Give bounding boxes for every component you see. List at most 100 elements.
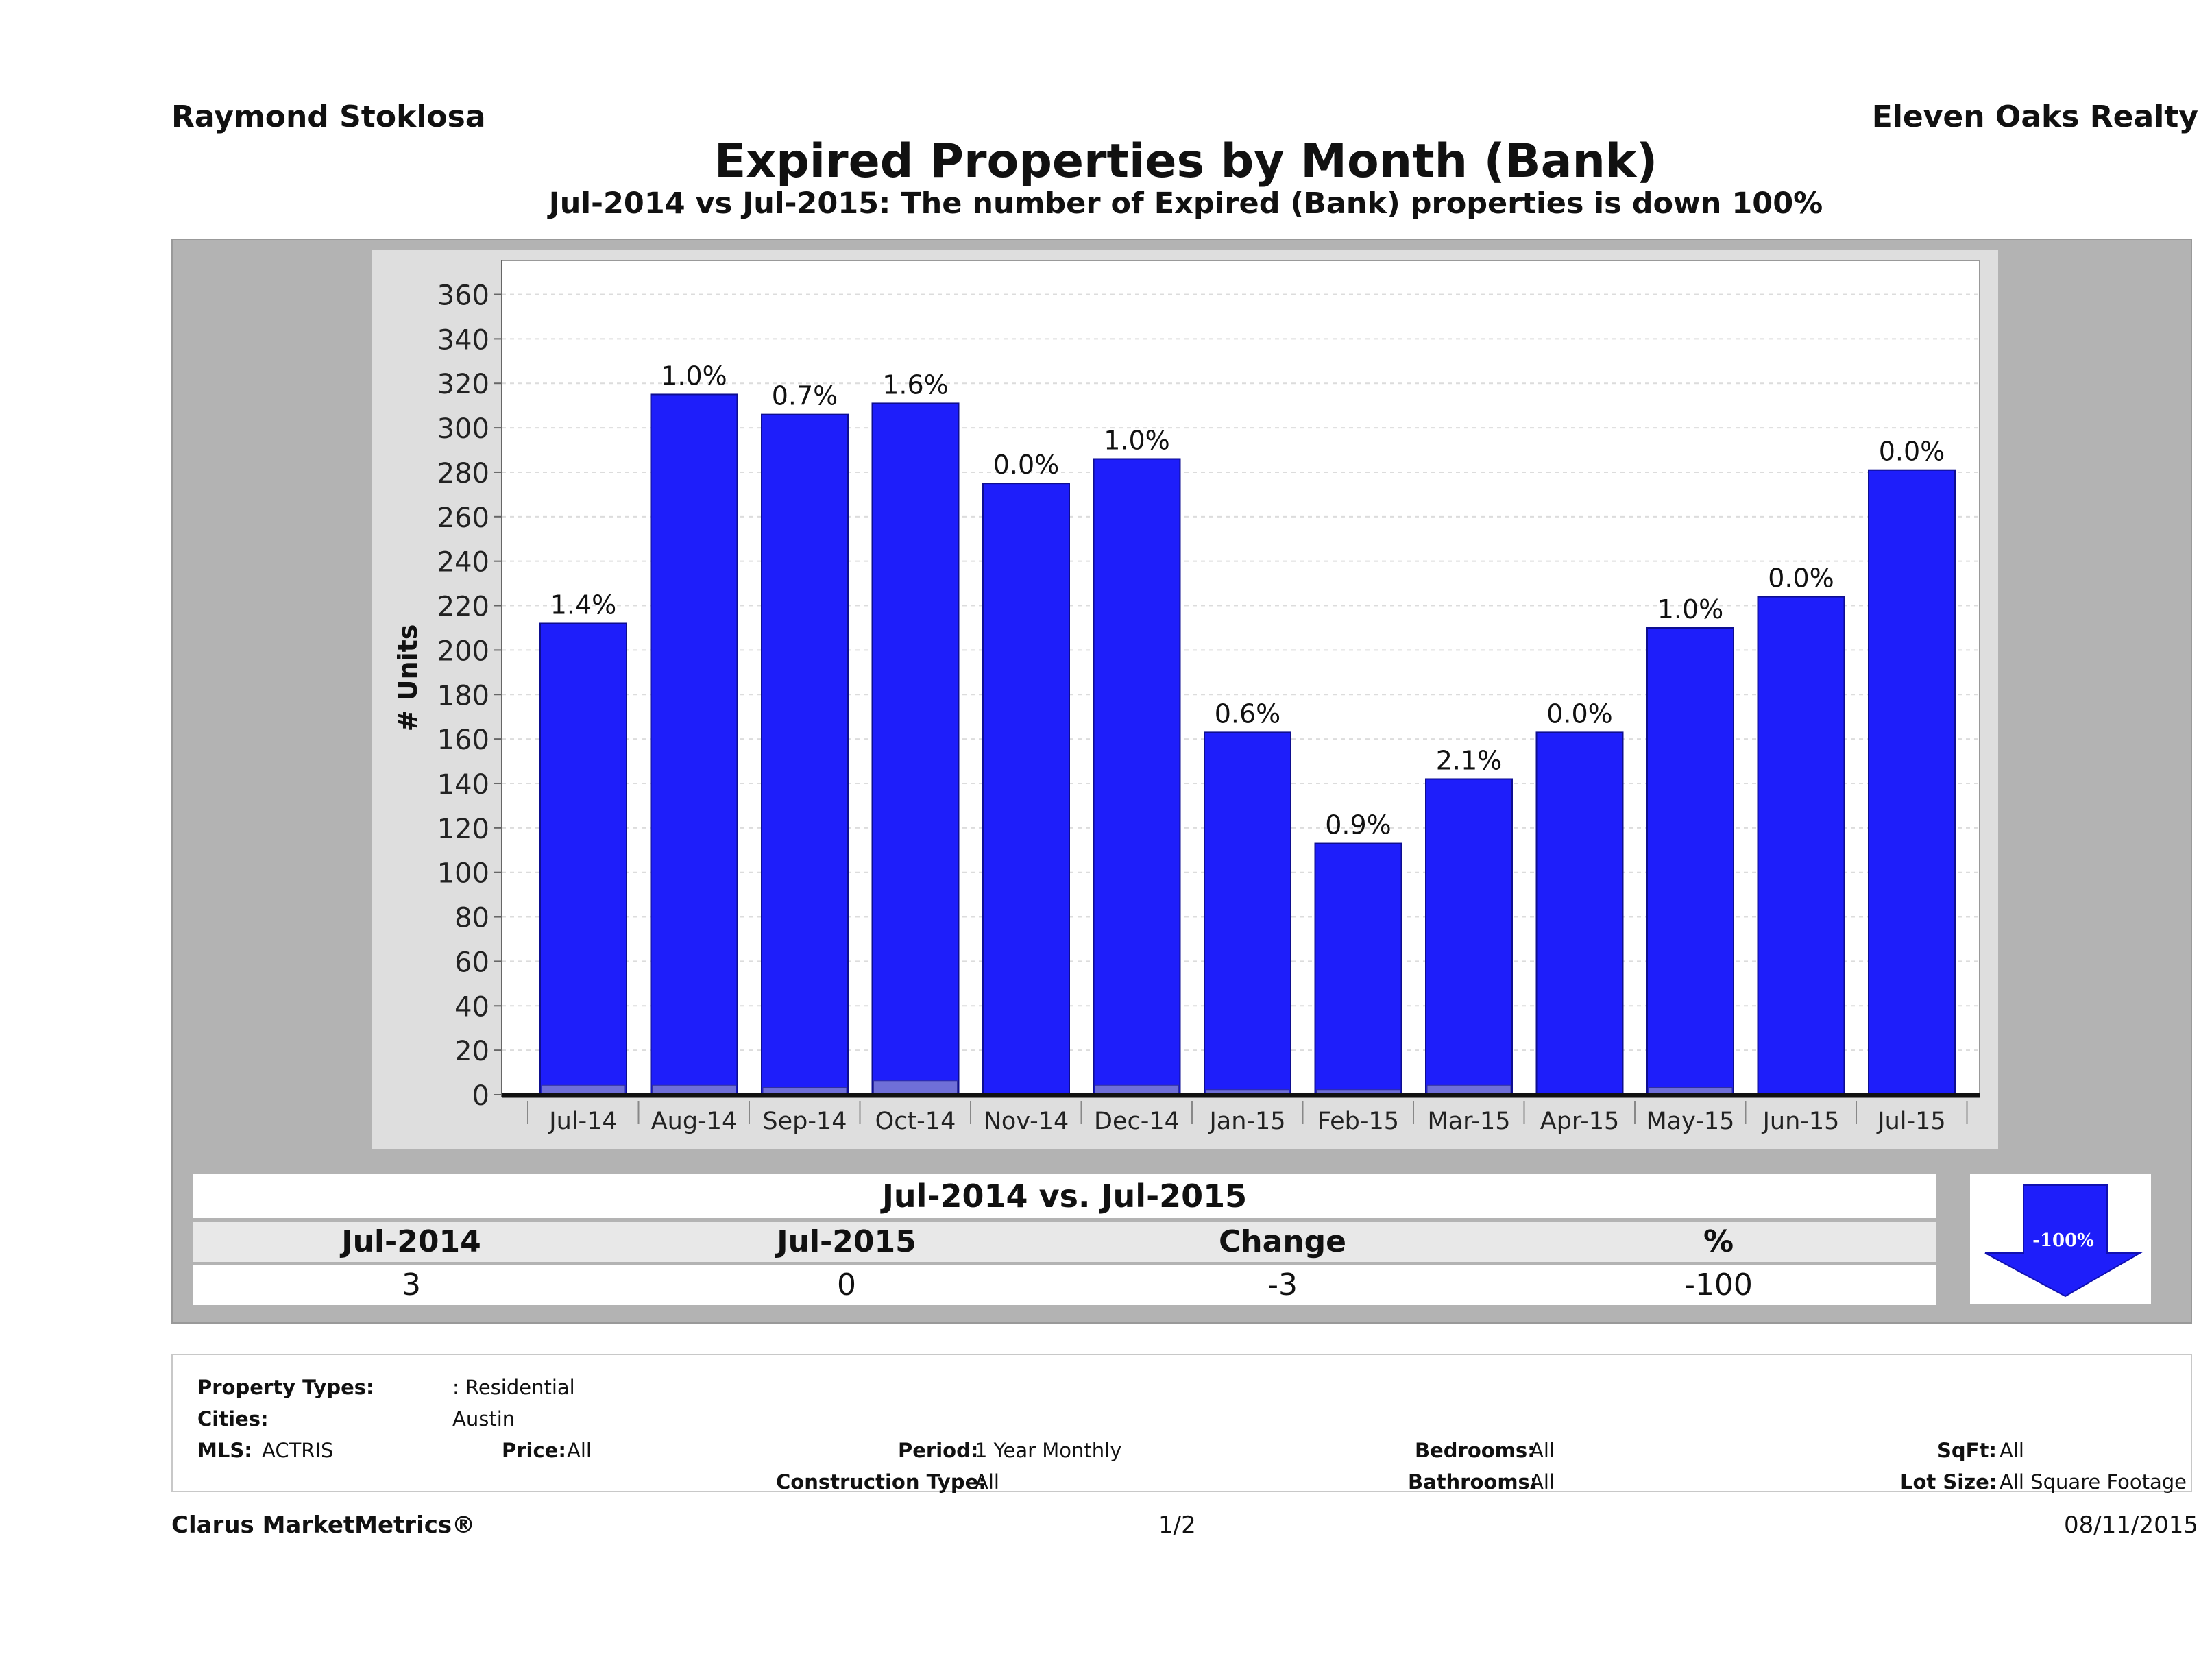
y-tick-label: 300 xyxy=(437,413,489,445)
data-label: 2.1% xyxy=(1436,745,1503,775)
lot-size-value: All Square Footage xyxy=(2000,1470,2187,1494)
company-name: Eleven Oaks Realty xyxy=(1871,99,2198,134)
period-value: 1 Year Monthly xyxy=(975,1439,1122,1462)
bar-nov-14 xyxy=(982,483,1070,1095)
value-change: -3 xyxy=(1267,1267,1298,1302)
x-tick-label: Nov-14 xyxy=(984,1108,1069,1135)
x-tick-label: Jan-15 xyxy=(1208,1108,1285,1135)
data-label: 0.0% xyxy=(1546,698,1613,729)
header-jul-2014: Jul-2014 xyxy=(341,1224,481,1259)
construction-type-label: Construction Type: xyxy=(776,1470,986,1494)
y-tick-label: 20 xyxy=(454,1036,489,1067)
bar-jan-15 xyxy=(1204,731,1291,1095)
property-types-label: Property Types: xyxy=(197,1376,374,1399)
y-tick-label: 180 xyxy=(437,680,489,712)
data-label: 0.0% xyxy=(993,450,1060,480)
price-label: Price: xyxy=(502,1439,566,1462)
bar-apr-15 xyxy=(1535,731,1624,1095)
bar-jun-15 xyxy=(1757,596,1845,1095)
report-date: 08/11/2015 xyxy=(2064,1511,2198,1539)
bar-jul-14 xyxy=(539,622,627,1095)
y-tick-label: 240 xyxy=(437,547,489,579)
x-tick-label: Mar-15 xyxy=(1428,1108,1511,1135)
x-tick-label: Dec-14 xyxy=(1094,1108,1180,1135)
comparison-value-row: 3 0 -3 -100 xyxy=(193,1265,1936,1305)
period-label: Period: xyxy=(898,1439,979,1462)
chart-title: Expired Properties by Month (Bank) xyxy=(714,134,1658,189)
y-tick-label: 360 xyxy=(437,280,489,312)
y-tick-label: 260 xyxy=(437,502,489,534)
trend-arrow-box: -100% xyxy=(1970,1174,2151,1304)
cities-label: Cities: xyxy=(197,1407,269,1431)
x-tick-label: Apr-15 xyxy=(1540,1108,1619,1135)
y-tick-label: 120 xyxy=(437,814,489,845)
data-label: 0.0% xyxy=(1768,563,1834,594)
bathrooms-label: Bathrooms: xyxy=(1408,1470,1538,1494)
y-tick-label: 200 xyxy=(437,635,489,667)
header-percent: % xyxy=(1703,1224,1734,1259)
y-tick-label: 160 xyxy=(437,725,489,756)
bar-aug-14 xyxy=(650,393,738,1095)
data-label: 0.6% xyxy=(1215,698,1281,729)
mls-value: ACTRIS xyxy=(262,1439,334,1462)
value-jul-2015: 0 xyxy=(837,1267,856,1302)
bar-jul-15 xyxy=(1868,469,1956,1096)
y-tick-label: 140 xyxy=(437,769,489,801)
property-types-value: : Residential xyxy=(452,1376,575,1399)
data-label: 0.9% xyxy=(1325,810,1391,840)
bar-may-15 xyxy=(1646,627,1734,1095)
footer-brand: Clarus MarketMetrics® xyxy=(171,1511,476,1539)
x-tick-label: Jul-15 xyxy=(1876,1108,1945,1135)
header-change: Change xyxy=(1219,1224,1346,1259)
bar-feb-15 xyxy=(1314,842,1402,1096)
data-label: 0.0% xyxy=(1879,437,1945,467)
x-tick-label: May-15 xyxy=(1646,1108,1735,1135)
mls-label: MLS: xyxy=(197,1439,252,1462)
chart-subtitle: Jul-2014 vs Jul-2015: The number of Expi… xyxy=(548,186,1823,221)
comparison-header-row: Jul-2014 Jul-2015 Change % xyxy=(193,1222,1936,1262)
y-tick-label: 40 xyxy=(454,991,489,1023)
y-tick-label: 340 xyxy=(437,324,489,356)
construction-type-value: All xyxy=(975,1470,999,1494)
data-label: 1.0% xyxy=(1104,426,1170,456)
value-jul-2014: 3 xyxy=(402,1267,421,1302)
data-label: 0.7% xyxy=(772,381,838,411)
filter-summary: Property Types: : Residential Cities: Au… xyxy=(171,1354,2192,1494)
x-tick-label: Jun-15 xyxy=(1762,1108,1840,1135)
down-arrow-icon: -100% xyxy=(1984,1184,2143,1298)
cities-value: Austin xyxy=(452,1407,515,1431)
y-tick-label: 0 xyxy=(472,1080,489,1112)
sqft-label: SqFt: xyxy=(1937,1439,1997,1462)
arrow-label: -100% xyxy=(2032,1230,2094,1251)
bedrooms-label: Bedrooms: xyxy=(1415,1439,1535,1462)
agent-name: Raymond Stoklosa xyxy=(171,99,486,134)
bar-mar-15 xyxy=(1425,778,1513,1096)
x-tick-label: Feb-15 xyxy=(1317,1108,1399,1135)
y-tick-label: 280 xyxy=(437,458,489,489)
y-tick-label: 100 xyxy=(437,858,489,890)
x-tick-label: Oct-14 xyxy=(875,1108,956,1135)
y-tick-label: 60 xyxy=(454,947,489,978)
comparison-title: Jul-2014 vs. Jul-2015 xyxy=(193,1174,1936,1218)
value-percent: -100 xyxy=(1684,1267,1753,1302)
bar-chart: 0 20 40 60 80 100 120 140 160 180 200 220 240 260 280 3… xyxy=(393,260,1980,1135)
bar-oct-14 xyxy=(871,402,960,1095)
data-label: 1.0% xyxy=(661,361,727,391)
bar-sep-14 xyxy=(761,413,849,1095)
bedrooms-value: All xyxy=(1530,1439,1555,1462)
sqft-value: All xyxy=(2000,1439,2024,1462)
data-label: 1.0% xyxy=(1657,594,1724,624)
y-tick-label: 220 xyxy=(437,592,489,623)
y-tick-label: 80 xyxy=(454,903,489,934)
data-label: 1.4% xyxy=(550,589,617,620)
lot-size-label: Lot Size: xyxy=(1900,1470,1997,1494)
bathrooms-value: All xyxy=(1530,1470,1555,1494)
data-label: 1.6% xyxy=(882,369,949,400)
y-tick-label: 320 xyxy=(437,369,489,400)
x-tick-label: Jul-14 xyxy=(548,1108,617,1135)
bar-dec-14 xyxy=(1093,458,1181,1095)
x-tick-label: Sep-14 xyxy=(762,1108,847,1135)
x-tick-label: Aug-14 xyxy=(651,1108,738,1135)
y-axis-label: # Units xyxy=(393,624,423,732)
bank-bar-oct-14 xyxy=(873,1080,958,1095)
